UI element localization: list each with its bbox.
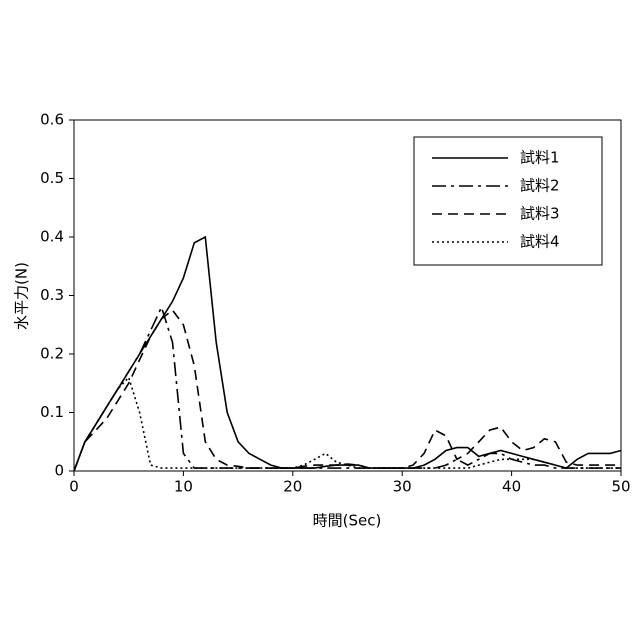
y-tick-label: 0.4	[40, 228, 64, 246]
y-tick-label: 0.5	[40, 169, 64, 187]
legend-label: 試料2	[520, 177, 560, 195]
x-tick-label: 0	[69, 478, 79, 496]
legend-label: 試料3	[520, 205, 560, 223]
series-line	[74, 237, 621, 471]
x-tick-label: 50	[611, 478, 630, 496]
y-tick-label: 0.3	[40, 286, 64, 304]
chart: 時間(Sec) 水平力(N) 試料1 試料2 試料3 試料4 0 0.1 0.2 0.3 0.…	[0, 0, 640, 640]
x-tick-label: 20	[283, 478, 302, 496]
y-tick-label: 0.1	[40, 403, 64, 421]
y-axis-label: 水平力(N)	[13, 262, 31, 330]
legend: 試料1 試料2 試料3 試料4	[414, 137, 602, 265]
x-tick-label: 10	[174, 478, 193, 496]
x-tick-label: 30	[393, 478, 412, 496]
y-tick-label: 0.6	[40, 111, 64, 129]
x-axis-label: 時間(Sec)	[313, 512, 382, 530]
legend-label: 試料4	[520, 233, 560, 251]
page: 時間(Sec) 水平力(N) 試料1 試料2 試料3 試料4 0 0.1 0.2 0.3 0.…	[0, 0, 640, 640]
y-tick-label: 0.2	[40, 345, 64, 363]
y-tick-label: 0	[54, 462, 64, 480]
series-line	[74, 307, 621, 471]
legend-box	[414, 137, 602, 265]
x-tick-label: 40	[502, 478, 521, 496]
series-line	[74, 310, 621, 471]
series-line	[74, 377, 621, 471]
legend-label: 試料1	[520, 149, 560, 167]
